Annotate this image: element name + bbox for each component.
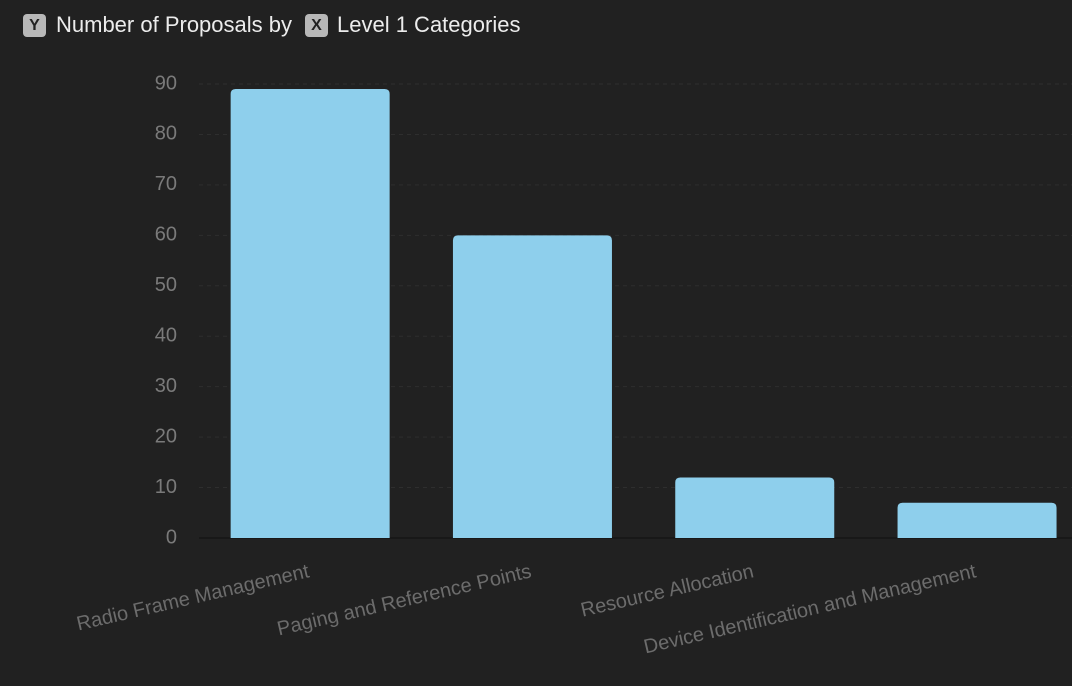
bar (897, 502, 1057, 538)
x-title: Level 1 Categories (337, 12, 521, 37)
chart-title: Number of Proposals by (56, 12, 292, 37)
y-tick-label: 80 (155, 123, 177, 145)
y-badge: Y (23, 13, 46, 37)
y-tick-label: 70 (155, 173, 177, 195)
y-tick-label: 20 (155, 425, 177, 447)
x-tick-label: Paging and Reference Points (275, 560, 533, 640)
y-tick-label: 60 (155, 224, 177, 246)
x-badge: X (305, 13, 328, 37)
y-tick-label: 30 (155, 375, 177, 397)
y-tick-label: 0 (166, 526, 177, 548)
chart-header: Y Number of Proposals by X Level 1 Categ… (23, 12, 520, 38)
bar (675, 477, 835, 538)
y-tick-label: 90 (155, 72, 177, 94)
y-tick-label: 10 (155, 476, 177, 498)
x-tick-label: Resource Allocation (579, 560, 756, 621)
bar (230, 89, 390, 539)
bar (452, 235, 612, 539)
y-tick-label: 50 (155, 274, 177, 296)
y-tick-label: 40 (155, 325, 177, 347)
